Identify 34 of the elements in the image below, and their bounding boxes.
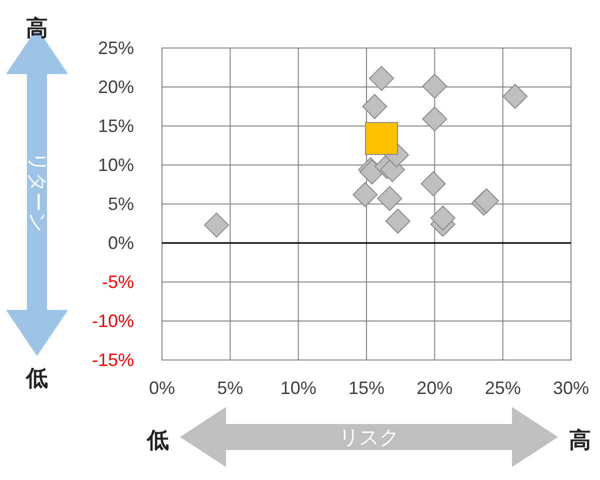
text: 高 xyxy=(569,428,591,452)
text: 低 xyxy=(146,428,169,452)
x-axis-title: リスク xyxy=(339,427,399,449)
x-tick-label: 30% xyxy=(552,378,590,398)
y-tick-label: -5% xyxy=(102,272,134,292)
y-tick-label: 15% xyxy=(98,116,134,136)
x-tick-label: 25% xyxy=(484,378,521,398)
y-tick-label: 0% xyxy=(108,233,134,253)
point xyxy=(377,186,402,212)
text: 低 xyxy=(25,366,48,390)
point xyxy=(422,74,448,99)
point xyxy=(420,171,446,196)
x-tick-label: 15% xyxy=(348,378,385,398)
y-tick-label: 10% xyxy=(98,155,134,175)
y-tick-label: 20% xyxy=(98,77,134,97)
point xyxy=(422,106,448,132)
x-tick-label: 20% xyxy=(416,378,453,398)
point xyxy=(430,206,456,231)
y-axis-title: リターン xyxy=(26,152,48,232)
y-tick-label: -15% xyxy=(92,350,134,370)
point xyxy=(352,182,378,208)
point xyxy=(362,94,388,119)
text: 高 xyxy=(26,16,48,40)
y-tick-label: 25% xyxy=(98,38,134,58)
y-tick-label: 5% xyxy=(108,194,134,214)
point xyxy=(364,122,398,155)
y-tick-label: -10% xyxy=(92,311,134,331)
point xyxy=(502,84,528,109)
x-tick-label: 10% xyxy=(280,378,316,398)
point xyxy=(385,208,410,234)
point xyxy=(368,66,394,91)
x-tick-label: 5% xyxy=(217,378,244,398)
x-tick-label: 0% xyxy=(148,378,176,398)
point xyxy=(204,212,230,238)
